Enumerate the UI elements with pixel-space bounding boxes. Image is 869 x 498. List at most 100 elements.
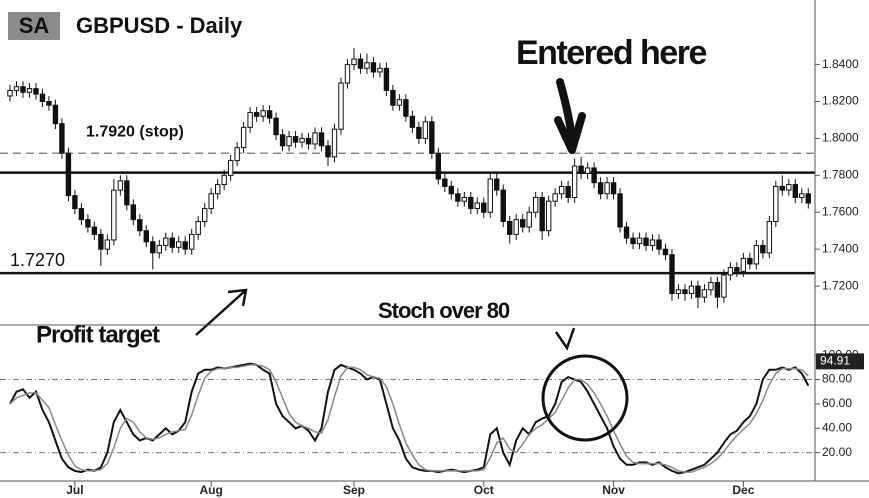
candle-body xyxy=(370,62,377,73)
candle-body xyxy=(7,89,13,97)
y-tick-label: 1.7400 xyxy=(822,241,859,255)
candle-body xyxy=(721,274,727,298)
candle-body xyxy=(85,219,91,228)
candle-body xyxy=(591,167,597,184)
y-tick-label: 40.00 xyxy=(822,420,852,434)
candle-body xyxy=(104,239,111,250)
candle-body xyxy=(46,101,52,106)
candle-body xyxy=(182,241,188,250)
candle-body xyxy=(669,254,675,294)
candle-body xyxy=(98,233,104,250)
candle-body xyxy=(636,237,643,245)
candle-body xyxy=(630,237,636,245)
candle-body xyxy=(286,136,292,147)
candle-body xyxy=(487,178,493,213)
candle-body xyxy=(351,58,357,66)
badge-box xyxy=(8,12,60,40)
candle-body xyxy=(26,88,33,93)
candle-body xyxy=(532,196,539,213)
candle-body xyxy=(656,239,662,250)
candle-body xyxy=(416,126,422,139)
candle-body xyxy=(331,128,338,158)
candle-body xyxy=(344,64,351,84)
candle-body xyxy=(688,285,695,294)
candle-body xyxy=(338,82,344,130)
candle-body xyxy=(474,202,480,210)
y-tick-label: 1.8000 xyxy=(822,131,859,145)
arrow xyxy=(554,327,576,351)
candle-body xyxy=(299,137,305,143)
candle-body xyxy=(227,160,234,176)
candle-body xyxy=(727,267,734,276)
candle-body xyxy=(753,244,760,265)
candle-body xyxy=(766,220,773,254)
chart-title: GBPUSD - Daily xyxy=(76,13,243,38)
candle-body xyxy=(247,112,253,128)
y-tick-label: 60.00 xyxy=(822,396,852,410)
candle-body xyxy=(20,86,26,93)
arrow xyxy=(554,78,586,154)
x-tick-label: Aug xyxy=(200,483,223,497)
candle-body xyxy=(571,165,578,198)
stoch-line xyxy=(9,364,809,473)
annotation: Stoch over 80 xyxy=(378,298,510,323)
candle-body xyxy=(565,185,571,198)
candle-body xyxy=(396,99,403,106)
candle-body xyxy=(39,93,46,103)
candle-body xyxy=(208,193,214,210)
candle-body xyxy=(675,289,682,294)
candle-body xyxy=(156,244,162,254)
level-label: 1.7920 (stop) xyxy=(86,123,184,140)
candle-body xyxy=(195,220,201,235)
candle-body xyxy=(740,257,747,272)
candle-body xyxy=(130,204,137,221)
candle-body xyxy=(124,180,130,206)
x-tick-label: Dec xyxy=(732,483,754,497)
candle-body xyxy=(357,58,364,69)
candle-body xyxy=(260,110,266,117)
x-tick-label: Jul xyxy=(66,483,83,497)
candle-body xyxy=(59,123,65,154)
candle-body xyxy=(617,193,623,228)
candle-body xyxy=(597,182,604,195)
candle-body xyxy=(409,115,416,128)
candle-body xyxy=(202,208,208,222)
candle-body xyxy=(91,226,98,235)
y-tick-label: 80.00 xyxy=(822,372,852,386)
candle-body xyxy=(150,241,156,254)
candle-body xyxy=(52,104,59,125)
candle-body xyxy=(143,230,149,243)
candle-body xyxy=(221,174,227,186)
y-tick-label: 1.8400 xyxy=(822,57,859,71)
y-tick-label: 1.7800 xyxy=(822,168,859,182)
candle-body xyxy=(792,184,798,198)
candle-body xyxy=(111,189,117,241)
candle-body xyxy=(500,189,506,222)
candle-body xyxy=(169,237,175,248)
candle-body xyxy=(805,193,811,204)
candle-body xyxy=(786,184,792,191)
candle-body xyxy=(513,219,519,235)
candle-body xyxy=(78,208,85,221)
candle-body xyxy=(526,211,532,228)
candle-body xyxy=(403,99,409,117)
candle-body xyxy=(292,136,299,143)
candle-body xyxy=(760,244,766,254)
candle-body xyxy=(520,219,526,228)
candle-body xyxy=(325,145,331,158)
candle-body xyxy=(422,121,429,139)
candle-body xyxy=(383,67,390,91)
candle-body xyxy=(312,132,318,145)
candle-body xyxy=(461,196,468,202)
candle-body xyxy=(682,289,688,294)
candle-body xyxy=(33,88,39,95)
candle-body xyxy=(448,185,455,195)
annotation: Entered here xyxy=(516,34,706,72)
candle-body xyxy=(72,195,78,210)
candle-body xyxy=(610,182,617,195)
candle-body xyxy=(584,167,591,174)
candle-body xyxy=(273,117,279,136)
candle-body xyxy=(377,67,383,73)
candle-body xyxy=(734,267,740,272)
